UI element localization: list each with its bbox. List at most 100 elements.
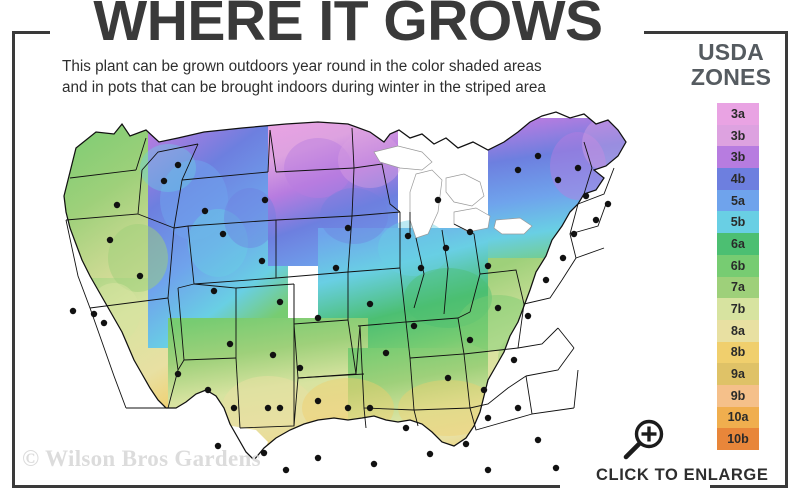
zone-swatch-label: 7b (730, 302, 746, 317)
city-dot (219, 230, 227, 238)
city-dot (524, 312, 532, 320)
city-dot (314, 314, 322, 322)
city-dot (296, 364, 304, 372)
city-dot (366, 404, 374, 412)
zone-swatch-10a: 10a (717, 406, 759, 429)
city-dot (559, 254, 567, 262)
city-dot (106, 236, 114, 244)
frame-border-bottom-right (710, 485, 788, 488)
city-dot (466, 228, 474, 236)
city-dot (314, 397, 322, 405)
city-dot (417, 264, 425, 272)
country-outline (63, 111, 627, 461)
zone-swatch-label: 3b (730, 128, 746, 143)
city-dot (282, 466, 290, 474)
city-dot (230, 404, 238, 412)
city-dot (404, 232, 412, 240)
zone-swatch-6a: 6a (717, 233, 759, 255)
city-dot (480, 386, 488, 394)
city-dot (204, 386, 212, 394)
legend-heading-line-1: USDA (698, 39, 764, 65)
city-dot (552, 464, 560, 472)
zone-swatch-8a: 8a (717, 319, 759, 342)
zone-swatch-7b: 7b (717, 298, 759, 320)
city-dot (276, 298, 284, 306)
city-dot (100, 319, 108, 327)
city-dot (494, 304, 502, 312)
zone-swatch-label: 3a (731, 106, 745, 121)
city-dot (582, 192, 590, 200)
city-dot (444, 374, 452, 382)
state-borders (65, 127, 615, 431)
frame-border-bottom (12, 485, 788, 488)
city-dot (214, 442, 222, 450)
click-to-enlarge-label[interactable]: CLICK TO ENLARGE (596, 466, 769, 484)
city-dot (269, 351, 277, 359)
city-dot (226, 340, 234, 348)
zone-swatch-5b: 5b (717, 211, 759, 234)
zone-swatch-5a: 5a (717, 189, 759, 212)
city-dot (466, 336, 474, 344)
city-dot (160, 177, 168, 185)
city-dot (434, 196, 442, 204)
zone-swatch-label: 6a (731, 236, 745, 251)
city-dot (462, 440, 470, 448)
zone-swatch-9a: 9a (717, 363, 759, 385)
map-unshaded-areas (54, 364, 598, 462)
frame-border-top-right (644, 31, 788, 34)
city-dot (332, 264, 340, 272)
hardiness-zone-map[interactable] (18, 108, 658, 476)
city-dot (484, 262, 492, 270)
zone-swatch-3b-1: 3b (717, 124, 759, 147)
zone-swatch-label: 7a (731, 280, 745, 295)
city-dot (570, 230, 578, 238)
city-dot (370, 460, 378, 468)
page-subtitle: This plant can be grown outdoors year ro… (62, 56, 622, 98)
city-dot (604, 200, 612, 208)
city-dot (410, 322, 418, 330)
zone-swatch-3b-2: 3b (717, 146, 759, 169)
subtitle-line-2: and in pots that can be brought indoors … (62, 79, 546, 96)
city-dot (484, 414, 492, 422)
city-dot (574, 164, 582, 172)
city-dot (258, 257, 266, 265)
page-title: WHERE IT GROWS (93, 0, 603, 53)
zone-swatch-7a: 7a (717, 276, 759, 299)
city-dot (260, 449, 268, 457)
zone-swatch-9b: 9b (717, 384, 759, 407)
frame-border-left (12, 31, 15, 488)
city-dot (426, 450, 434, 458)
city-dot (264, 404, 272, 412)
legend-heading: USDA ZONES (676, 40, 786, 90)
city-dot (514, 404, 522, 412)
zone-swatch-label: 3b (730, 150, 746, 165)
city-dot (174, 370, 182, 378)
zone-swatch-label: 10b (727, 432, 749, 447)
city-dot (344, 404, 352, 412)
city-dot (210, 287, 218, 295)
zone-swatch-label: 9b (730, 388, 746, 403)
city-dot (442, 244, 450, 252)
city-dot (402, 424, 410, 432)
city-dot (382, 349, 390, 357)
zone-swatch-label: 8b (730, 345, 746, 360)
city-dot (554, 176, 562, 184)
city-dot (113, 201, 121, 209)
city-markers (69, 152, 612, 474)
frame-bottom-gap (560, 483, 710, 491)
subtitle-line-1: This plant can be grown outdoors year ro… (62, 58, 542, 75)
city-dot (542, 276, 550, 284)
city-dot (366, 300, 374, 308)
copyright-watermark: © Wilson Bros Gardens (22, 446, 261, 471)
city-dot (510, 356, 518, 364)
zone-swatch-label: 9a (731, 367, 745, 382)
city-dot (344, 224, 352, 232)
zone-swatch-label: 5b (730, 215, 746, 230)
city-dot (534, 152, 542, 160)
city-dot (261, 196, 269, 204)
usda-zone-legend: 3a 3b 3b 4b 5a 5b 6a 6b 7a 7b 8a 8b 9a 9b 10a 10b (717, 103, 759, 450)
magnifier-plus-icon[interactable] (620, 418, 668, 462)
zone-swatch-4b: 4b (717, 168, 759, 190)
city-dot (314, 454, 322, 462)
zone-swatch-label: 5a (731, 193, 745, 208)
